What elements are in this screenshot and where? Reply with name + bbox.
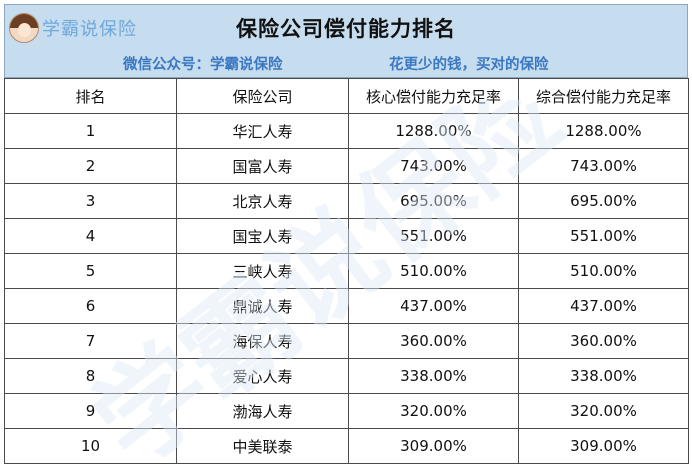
cell-rank: 10 (4, 428, 177, 464)
cell-comprehensive: 437.00% (518, 288, 689, 324)
brand: 学霸说保险 (9, 11, 137, 45)
cell-core: 309.00% (348, 428, 519, 464)
cell-comprehensive: 309.00% (518, 428, 689, 464)
cell-company: 国富人寿 (176, 148, 349, 184)
cell-company: 渤海人寿 (176, 393, 349, 429)
table-row: 5 三峡人寿 510.00% 510.00% (4, 253, 689, 289)
cell-company: 三峡人寿 (176, 253, 349, 289)
cell-company: 北京人寿 (176, 183, 349, 219)
table-row: 2 国富人寿 743.00% 743.00% (4, 148, 689, 184)
cell-rank: 7 (4, 323, 177, 359)
cell-core: 360.00% (348, 323, 519, 359)
cell-core: 320.00% (348, 393, 519, 429)
table-row: 7 海保人寿 360.00% 360.00% (4, 323, 689, 359)
cell-core: 338.00% (348, 358, 519, 394)
avatar-icon (9, 13, 39, 43)
table-row: 10 中美联泰 309.00% 309.00% (4, 428, 689, 464)
brand-label: 学霸说保险 (42, 19, 137, 40)
cell-company: 国宝人寿 (176, 218, 349, 254)
cell-comprehensive: 551.00% (518, 218, 689, 254)
table-row: 1 华汇人寿 1288.00% 1288.00% (4, 113, 689, 149)
cell-comprehensive: 695.00% (518, 183, 689, 219)
cell-core: 695.00% (348, 183, 519, 219)
cell-rank: 6 (4, 288, 177, 324)
cell-core: 743.00% (348, 148, 519, 184)
cell-core: 437.00% (348, 288, 519, 324)
subtitle-account: 微信公众号：学霸说保险 (123, 57, 283, 73)
cell-company: 华汇人寿 (176, 113, 349, 149)
cell-comprehensive: 320.00% (518, 393, 689, 429)
table-row: 4 国宝人寿 551.00% 551.00% (4, 218, 689, 254)
cell-comprehensive: 743.00% (518, 148, 689, 184)
cell-rank: 8 (4, 358, 177, 394)
header-comprehensive-solvency: 综合偿付能力充足率 (518, 78, 689, 114)
header-rank: 排名 (4, 78, 177, 114)
table-row: 6 鼎诚人寿 437.00% 437.00% (4, 288, 689, 324)
cell-company: 鼎诚人寿 (176, 288, 349, 324)
cell-comprehensive: 1288.00% (518, 113, 689, 149)
cell-company: 海保人寿 (176, 323, 349, 359)
cell-comprehensive: 360.00% (518, 323, 689, 359)
subtitle-slogan: 花更少的钱，买对的保险 (389, 57, 549, 73)
cell-rank: 2 (4, 148, 177, 184)
cell-comprehensive: 510.00% (518, 253, 689, 289)
cell-rank: 9 (4, 393, 177, 429)
header-banner: 学霸说保险 保险公司偿付能力排名 微信公众号：学霸说保险 花更少的钱，买对的保险 (4, 4, 688, 78)
table-header-row: 排名 保险公司 核心偿付能力充足率 综合偿付能力充足率 (4, 78, 689, 114)
cell-rank: 3 (4, 183, 177, 219)
header-core-solvency: 核心偿付能力充足率 (348, 78, 519, 114)
cell-rank: 4 (4, 218, 177, 254)
ranking-table: 排名 保险公司 核心偿付能力充足率 综合偿付能力充足率 1 华汇人寿 1288.… (4, 78, 689, 464)
table-row: 3 北京人寿 695.00% 695.00% (4, 183, 689, 219)
cell-company: 爱心人寿 (176, 358, 349, 394)
cell-core: 510.00% (348, 253, 519, 289)
cell-rank: 5 (4, 253, 177, 289)
page-title: 保险公司偿付能力排名 (236, 17, 456, 41)
table-row: 8 爱心人寿 338.00% 338.00% (4, 358, 689, 394)
cell-company: 中美联泰 (176, 428, 349, 464)
table-row: 9 渤海人寿 320.00% 320.00% (4, 393, 689, 429)
cell-comprehensive: 338.00% (518, 358, 689, 394)
cell-core: 1288.00% (348, 113, 519, 149)
cell-rank: 1 (4, 113, 177, 149)
header-company: 保险公司 (176, 78, 349, 114)
cell-core: 551.00% (348, 218, 519, 254)
